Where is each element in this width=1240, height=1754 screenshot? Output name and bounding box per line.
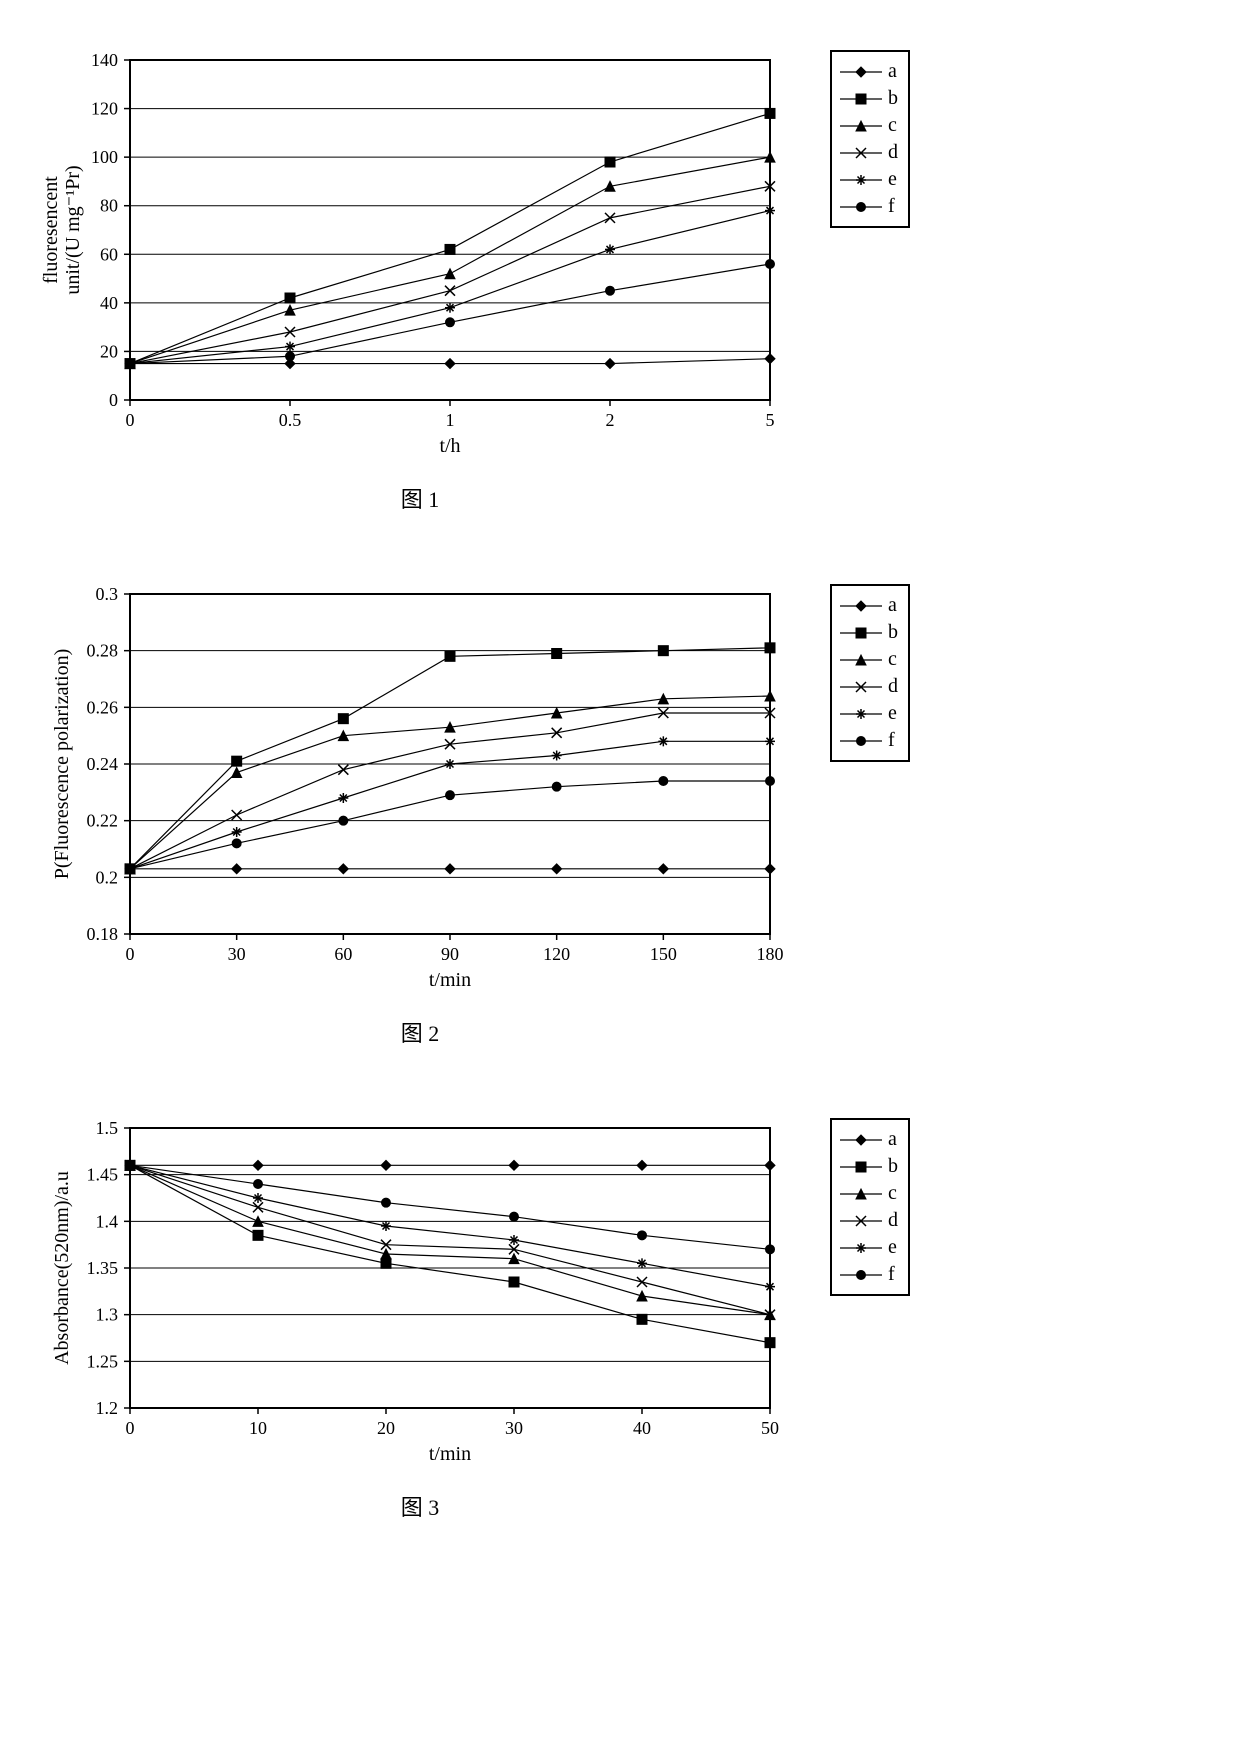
legend-label: b: [888, 1155, 898, 1178]
svg-text:t/min: t/min: [429, 1443, 471, 1465]
legend-row: b: [840, 85, 898, 112]
svg-text:0.22: 0.22: [87, 811, 119, 831]
legend-row: e: [840, 1234, 898, 1261]
chart2-figure: 0 30 60 90 120 150 180 t/min 0.18 0.2 0.22 0.24 0.26…: [40, 574, 1200, 1048]
legend-label: e: [888, 702, 897, 725]
svg-text:0.18: 0.18: [87, 924, 119, 944]
svg-text:fluoresencent: fluoresencent: [40, 176, 62, 284]
svg-text:t/min: t/min: [429, 969, 471, 991]
svg-text:100: 100: [91, 147, 118, 167]
svg-text:1.4: 1.4: [96, 1211, 119, 1231]
svg-text:1: 1: [446, 410, 455, 430]
legend-row: a: [840, 58, 898, 85]
svg-text:1.2: 1.2: [96, 1398, 119, 1418]
legend-row: e: [840, 166, 898, 193]
chart3-figure: 0 10 20 30 40 50 t/min 1.2 1.25 1.3 1.35 1.4 1.45 1.5…: [40, 1108, 1200, 1522]
svg-text:140: 140: [91, 50, 118, 70]
legend-label: d: [888, 141, 898, 164]
legend-row: b: [840, 1153, 898, 1180]
svg-text:0.3: 0.3: [96, 584, 119, 604]
svg-text:P(Fluorescence polarization): P(Fluorescence polarization): [51, 649, 73, 879]
svg-text:1.5: 1.5: [96, 1118, 119, 1138]
legend-row: a: [840, 592, 898, 619]
legend-label: a: [888, 594, 897, 617]
legend-label: b: [888, 621, 898, 644]
svg-text:20: 20: [377, 1418, 395, 1438]
svg-text:0.28: 0.28: [87, 641, 119, 661]
legend-label: d: [888, 1209, 898, 1232]
svg-text:Absorbance(520nm)/a.u: Absorbance(520nm)/a.u: [51, 1171, 73, 1365]
svg-text:0: 0: [126, 1418, 135, 1438]
chart3-wrap: 0 10 20 30 40 50 t/min 1.2 1.25 1.3 1.35 1.4 1.45 1.5…: [40, 1108, 800, 1522]
svg-text:120: 120: [91, 99, 118, 119]
legend-label: c: [888, 648, 897, 671]
chart2-svg: 0 30 60 90 120 150 180 t/min 0.18 0.2 0.22 0.24 0.26…: [40, 574, 800, 1004]
svg-text:80: 80: [100, 196, 118, 216]
legend-label: e: [888, 168, 897, 191]
svg-text:10: 10: [249, 1418, 267, 1438]
svg-text:1.45: 1.45: [87, 1165, 119, 1185]
svg-text:30: 30: [228, 944, 246, 964]
legend-label: c: [888, 1182, 897, 1205]
chart3-svg: 0 10 20 30 40 50 t/min 1.2 1.25 1.3 1.35 1.4 1.45 1.5…: [40, 1108, 800, 1478]
legend-row: f: [840, 727, 898, 754]
svg-text:90: 90: [441, 944, 459, 964]
chart3-legend: abcdef: [830, 1118, 910, 1296]
chart1-caption: 图 1: [40, 482, 800, 514]
chart2-caption: 图 2: [40, 1016, 800, 1048]
legend-row: f: [840, 1261, 898, 1288]
chart1-svg: 0 0.5 1 2 5 t/h 0 20 40 60 80 100 120 140 fluoresencen…: [40, 40, 800, 470]
legend-row: a: [840, 1126, 898, 1153]
svg-text:2: 2: [606, 410, 615, 430]
legend-label: d: [888, 675, 898, 698]
legend-row: d: [840, 1207, 898, 1234]
legend-row: d: [840, 673, 898, 700]
svg-text:30: 30: [505, 1418, 523, 1438]
svg-text:60: 60: [334, 944, 352, 964]
legend-row: d: [840, 139, 898, 166]
svg-text:0.26: 0.26: [87, 697, 119, 717]
svg-text:40: 40: [100, 293, 118, 313]
chart1-legend: abcdef: [830, 50, 910, 228]
svg-text:0: 0: [126, 944, 135, 964]
legend-row: c: [840, 1180, 898, 1207]
legend-label: f: [888, 1263, 895, 1286]
chart1-figure: 0 0.5 1 2 5 t/h 0 20 40 60 80 100 120 140 fluoresencen…: [40, 40, 1200, 514]
legend-row: f: [840, 193, 898, 220]
svg-text:180: 180: [757, 944, 784, 964]
legend-label: a: [888, 60, 897, 83]
legend-label: a: [888, 1128, 897, 1151]
svg-text:60: 60: [100, 244, 118, 264]
legend-row: b: [840, 619, 898, 646]
svg-text:0.2: 0.2: [96, 867, 119, 887]
svg-text:40: 40: [633, 1418, 651, 1438]
legend-label: c: [888, 114, 897, 137]
legend-row: c: [840, 112, 898, 139]
svg-text:50: 50: [761, 1418, 779, 1438]
legend-row: e: [840, 700, 898, 727]
svg-text:0.24: 0.24: [87, 754, 119, 774]
chart2-legend: abcdef: [830, 584, 910, 762]
chart2-wrap: 0 30 60 90 120 150 180 t/min 0.18 0.2 0.22 0.24 0.26…: [40, 574, 800, 1048]
svg-text:unit/(U mg⁻¹Pr): unit/(U mg⁻¹Pr): [62, 165, 84, 294]
svg-text:1.3: 1.3: [96, 1305, 119, 1325]
legend-row: c: [840, 646, 898, 673]
svg-text:1.35: 1.35: [87, 1258, 119, 1278]
chart3-caption: 图 3: [40, 1490, 800, 1522]
legend-label: f: [888, 729, 895, 752]
svg-text:0: 0: [109, 390, 118, 410]
legend-label: b: [888, 87, 898, 110]
svg-text:1.25: 1.25: [87, 1351, 119, 1371]
svg-text:0: 0: [126, 410, 135, 430]
svg-text:t/h: t/h: [439, 435, 460, 457]
svg-text:150: 150: [650, 944, 677, 964]
svg-text:0.5: 0.5: [279, 410, 302, 430]
svg-text:120: 120: [543, 944, 570, 964]
legend-label: e: [888, 1236, 897, 1259]
svg-text:20: 20: [100, 341, 118, 361]
chart1-wrap: 0 0.5 1 2 5 t/h 0 20 40 60 80 100 120 140 fluoresencen…: [40, 40, 800, 514]
legend-label: f: [888, 195, 895, 218]
svg-text:5: 5: [766, 410, 775, 430]
